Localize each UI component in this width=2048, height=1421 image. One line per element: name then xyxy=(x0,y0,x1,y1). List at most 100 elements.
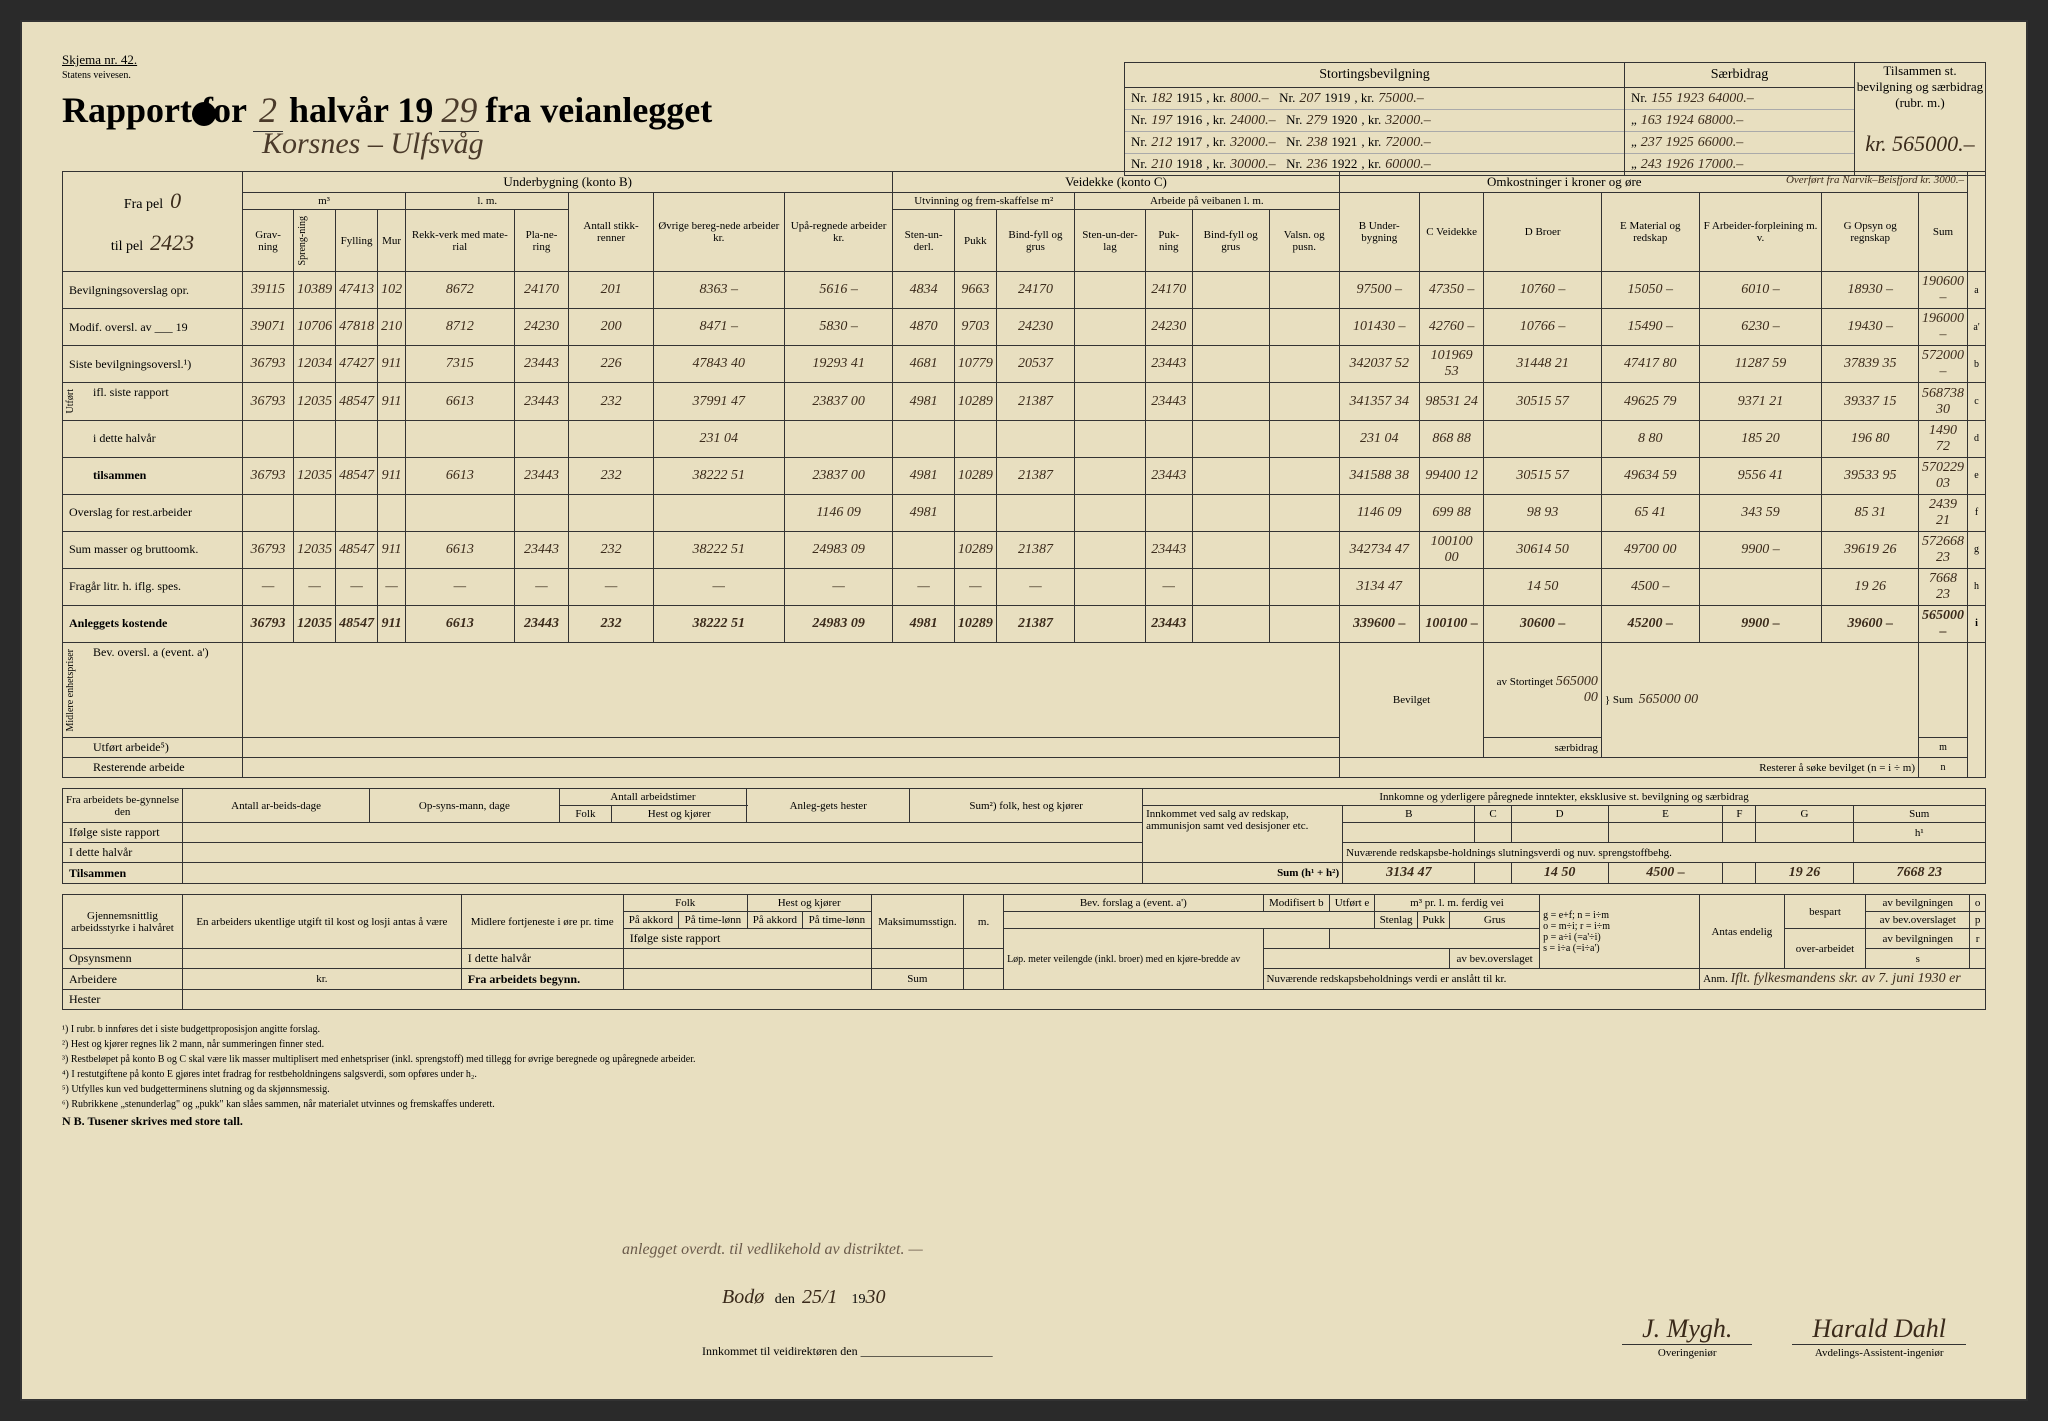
footnote: ⁵) Utfylles kun ved budgetterminens slut… xyxy=(62,1082,1986,1097)
nb-note: N B. Tusener skrives med store tall. xyxy=(62,1112,1986,1130)
col-stenunderl: Sten-un-derl. xyxy=(893,210,954,272)
saerbidrag-rows: Nr. 155 1923 64000.– „ 163 1924 68000.– … xyxy=(1625,88,1854,175)
signature-avdeling: Harald Dahl Avdelings-Assistent-ingeniør xyxy=(1792,1314,1966,1359)
main-data-table: Fra pel 0 til pel 2423 Underbygning (kon… xyxy=(62,171,1986,778)
row-bevilgning-opr: Bevilgningsoverslag opr.3911510389474131… xyxy=(63,272,1986,309)
mid-section-table: Fra arbeidets be-gynnelse den Antall ar-… xyxy=(62,788,1986,884)
col-f: F Arbeider-forpleining m. v. xyxy=(1699,193,1822,272)
col-gravning: Grav-ning xyxy=(243,210,294,272)
resterer-label: Resterer å søke bevilget (n = i ÷ m) xyxy=(1339,758,1918,778)
footnote: ²) Hest og kjører regnes lik 2 mann, når… xyxy=(62,1037,1986,1052)
bevilgning-box: Stortingsbevilgning Nr.182 1915, kr. 800… xyxy=(1124,62,1986,176)
ink-blot xyxy=(192,102,216,126)
row-dette-halvr: i dette halvår231 04231 04868 888 80185 … xyxy=(63,420,1986,457)
letter-col xyxy=(1968,172,1986,272)
fra-arbeidets: Fra arbeidets be-gynnelse den xyxy=(63,789,183,823)
stortings-row: Nr.182 1915, kr. 8000.– Nr.207 1919, kr.… xyxy=(1125,88,1624,110)
maksimum: Maksimumsstign. xyxy=(871,895,963,949)
anleg-hester: Anleg-gets hester xyxy=(747,789,910,823)
col-antall: Antall stikk-renner xyxy=(569,193,653,272)
sum2: Sum²) folk, hest og kjører xyxy=(910,789,1143,823)
col-e: E Material og redskap xyxy=(1601,193,1699,272)
stortings-row: Nr.197 1916, kr. 24000.– Nr.279 1920, kr… xyxy=(1125,110,1624,132)
row-sum-masser: Sum masser og bruttoomk.3679312035485479… xyxy=(63,531,1986,568)
col-g: G Opsyn og regnskap xyxy=(1822,193,1919,272)
lower-section-table: Gjennemsnittlig arbeidsstyrke i halvåret… xyxy=(62,894,1986,1010)
col-valsn: Valsn. og pusn. xyxy=(1269,210,1339,272)
en-arbeider: En arbeiders ukentlige utgift til kost o… xyxy=(183,895,462,949)
saerbidrag-row: „ 243 1926 17000.– xyxy=(1625,154,1854,175)
innkommet-line: Innkommet til veidirektøren den ________… xyxy=(702,1344,993,1359)
signature-2: Harald Dahl xyxy=(1792,1314,1966,1345)
col-uparegnede: Upå-regnede arbeider kr. xyxy=(784,193,893,272)
col-b: B Under-bygning xyxy=(1339,193,1419,272)
row-bev-oversl: Midlere enhetspriserBev. oversl. a (even… xyxy=(63,642,1986,737)
title-end: fra veianlegget xyxy=(485,89,712,131)
lm-header: l. m. xyxy=(406,193,569,210)
signature-1: J. Mуgh. xyxy=(1622,1314,1752,1345)
footnotes: ¹) I rubr. b innføres det i siste budget… xyxy=(62,1022,1986,1130)
arbeidstimer-header: Antall arbeidstimer xyxy=(559,789,747,806)
saerbidrag-row: „ 163 1924 68000.– xyxy=(1625,110,1854,132)
col-sprengning: Spreng-ning xyxy=(297,212,308,269)
m3-header: m³ xyxy=(243,193,406,210)
col-ovrige: Øvrige bereg-nede arbeider kr. xyxy=(653,193,784,272)
midlere-fortj: Midlere fortjeneste i øre pr. time xyxy=(461,895,623,949)
col-d: D Broer xyxy=(1484,193,1601,272)
row-overslag-rest: Overslag for rest.arbeider1146 094981114… xyxy=(63,494,1986,531)
bevilget-label: Bevilget xyxy=(1339,642,1484,757)
gjennom-label: Gjennemsnittlig arbeidsstyrke i halvåret xyxy=(63,895,183,949)
nuv-redskap: Nuværende redskapsbeholdnings verdi er a… xyxy=(1263,969,1700,990)
col-bindfyll: Bind-fyll og grus xyxy=(996,210,1074,272)
stortings-row: Nr.210 1918, kr. 30000.– Nr.236 1922, kr… xyxy=(1125,154,1624,175)
footnote: ⁴) I restutgiftene på konto E gjøres int… xyxy=(62,1067,1986,1082)
underbygning-header: Underbygning (konto B) xyxy=(243,172,893,193)
saerbidrag-row: „ 237 1925 66000.– xyxy=(1625,132,1854,154)
innkomne-header: Innkomne og yderligere påregnede inntekt… xyxy=(1143,789,1986,806)
m3pr: m³ pr. l. m. ferdig vei xyxy=(1374,895,1539,912)
footnote: ¹) I rubr. b innføres det i siste budget… xyxy=(62,1022,1986,1037)
tilsammen-box: Tilsammen st. bevilgning og særbidrag (r… xyxy=(1855,63,1985,175)
date-line: Bodø den 25/1 1930 xyxy=(722,1286,886,1309)
col-mur: Mur xyxy=(378,210,406,272)
halvr-number: 2 xyxy=(253,89,283,132)
col-c: C Veidekke xyxy=(1419,193,1484,272)
arbeide-header: Arbeide på veibanen l. m. xyxy=(1075,193,1340,210)
stortings-row: Nr.212 1917, kr. 32000.– Nr.238 1921, kr… xyxy=(1125,132,1624,154)
signature-area: J. Mуgh. Overingeniør Harald Dahl Avdeli… xyxy=(1622,1314,1966,1359)
year-suffix: 29 xyxy=(439,89,479,132)
antall-arbeidsdage: Antall ar-beids-dage xyxy=(183,789,370,823)
row-ifl-siste: Utførtifl. siste rapport3679312035485479… xyxy=(63,383,1986,420)
row-resterende: Resterende arbeideResterer å søke bevilg… xyxy=(63,758,1986,778)
utvinning-header: Utvinning og frem-skaffelse m² xyxy=(893,193,1075,210)
stortings-rows: Nr.182 1915, kr. 8000.– Nr.207 1919, kr.… xyxy=(1125,88,1624,175)
row-siste-bevilgn: Siste bevilgningsoversl.¹)36793120344742… xyxy=(63,346,1986,383)
col-sum: Sum xyxy=(1919,193,1968,272)
title-prefix: Rapport for xyxy=(62,89,247,131)
row-fragar: Fragår litr. h. iflg. spes.—————————————… xyxy=(63,568,1986,605)
col-rekkverk: Rekk-verk med mate-rial xyxy=(406,210,514,272)
footnote: ³) Restbeløpet på konto B og C skal være… xyxy=(62,1052,1986,1067)
saerbidrag-header: Særbidrag xyxy=(1625,63,1854,88)
stortings-header: Stortingsbevilgning xyxy=(1125,63,1624,88)
anm-handwritten: anlegget overdt. til vedlikehold av dist… xyxy=(622,1241,923,1259)
row-i-dette-halvr: I dette halvår Nuværende redskapsbe-hold… xyxy=(63,843,1986,863)
saerbidrag-row: Nr. 155 1923 64000.– xyxy=(1625,88,1854,110)
pel-box: Fra pel 0 til pel 2423 xyxy=(63,172,243,272)
col-fylling: Fylling xyxy=(336,210,378,272)
col-pukk: Pukk xyxy=(954,210,996,272)
row-tilsammen: tilsammen3679312035485479116613234432323… xyxy=(63,457,1986,494)
title-mid: halvår 19 xyxy=(289,89,433,131)
antas-endelig: Antas endelig xyxy=(1700,895,1785,969)
tilsammen-header: Tilsammen st. bevilgning og særbidrag (r… xyxy=(1855,63,1985,111)
row-anleggets-kostende: Anleggets kostende3679312035485479116613… xyxy=(63,605,1986,642)
col-stenunderlag: Sten-un-der-lag xyxy=(1075,210,1146,272)
opsynsmann: Op-syns-mann, dage xyxy=(370,789,559,823)
document-form: Skjema nr. 42. Statens veivesen. Rapport… xyxy=(20,20,2028,1401)
tilsammen-value: kr. 565000.– xyxy=(1855,131,1985,157)
col-bindfyll2: Bind-fyll og grus xyxy=(1192,210,1269,272)
col-planering: Pla-ne-ring xyxy=(514,210,569,272)
row-tilsammen-mid: Tilsammen Sum (h¹ + h²) 3134 4714 504500… xyxy=(63,863,1986,884)
signature-overing: J. Mуgh. Overingeniør xyxy=(1622,1314,1752,1359)
footnote: ⁶) Rubrikkene „stenunderlag" og „pukk" k… xyxy=(62,1097,1986,1112)
